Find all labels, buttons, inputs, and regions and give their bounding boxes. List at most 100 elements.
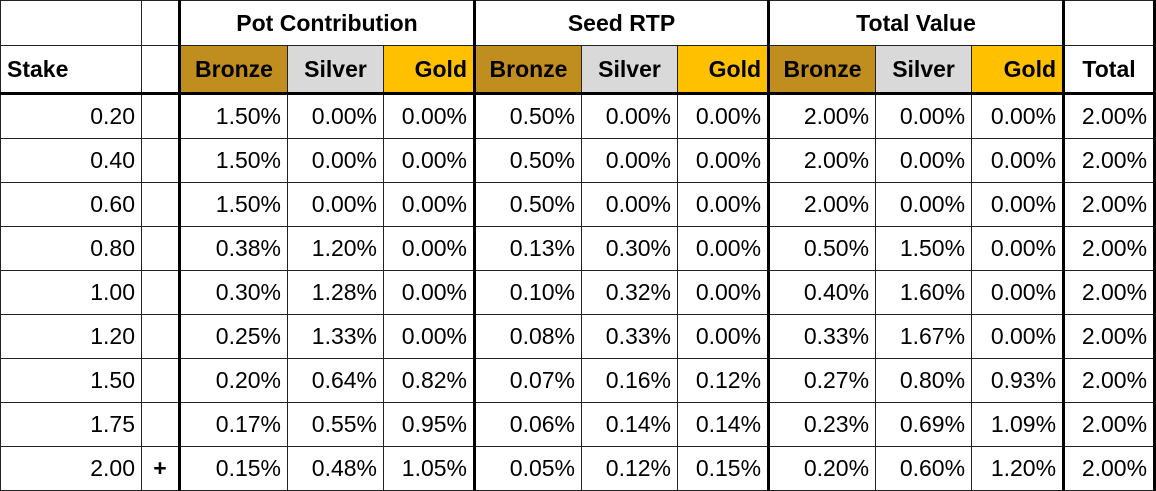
seed-rtp-bronze-cell: 0.05%	[473, 446, 582, 491]
total-cell: 2.00%	[1063, 226, 1156, 271]
tier-header-value-silver: Silver	[875, 45, 973, 95]
seed-rtp-gold-cell: 0.00%	[676, 270, 770, 315]
seed-rtp-gold-cell: 0.00%	[676, 138, 770, 183]
marker-cell	[141, 314, 180, 359]
seed-rtp-silver-cell: 0.30%	[581, 226, 678, 271]
tier-header-pot-silver: Silver	[287, 45, 384, 95]
total-value-silver-cell: 0.00%	[875, 138, 973, 183]
corner-cell	[0, 0, 142, 46]
pot-contribution-gold-cell: 0.82%	[383, 358, 475, 403]
tier-header-pot-bronze: Bronze	[178, 45, 288, 95]
marker-cell	[141, 226, 180, 271]
seed-rtp-silver-cell: 0.12%	[581, 446, 678, 491]
pot-contribution-silver-cell: 0.48%	[287, 446, 384, 491]
seed-rtp-bronze-cell: 0.06%	[473, 402, 582, 447]
table-row: 1.50 0.20% 0.64% 0.82% 0.07% 0.16% 0.12% 0.27% 0…	[0, 358, 1156, 403]
seed-rtp-silver-cell: 0.16%	[581, 358, 678, 403]
tier-header-seed-gold: Gold	[676, 45, 770, 95]
corner-cell	[1063, 0, 1156, 46]
marker-cell	[141, 270, 180, 315]
total-value-bronze-cell: 0.27%	[767, 358, 877, 403]
pot-contribution-silver-cell: 1.33%	[287, 314, 384, 359]
pot-contribution-bronze-cell: 0.17%	[178, 402, 288, 447]
seed-rtp-bronze-cell: 0.50%	[473, 138, 582, 183]
pot-contribution-gold-cell: 0.00%	[383, 182, 475, 227]
seed-rtp-gold-cell: 0.00%	[676, 226, 770, 271]
total-value-gold-cell: 0.00%	[971, 226, 1066, 271]
total-value-gold-cell: 0.00%	[971, 314, 1066, 359]
marker-cell	[141, 402, 180, 447]
pot-contribution-silver-cell: 1.28%	[287, 270, 384, 315]
stake-cell: 0.80	[0, 226, 142, 271]
pot-contribution-bronze-cell: 1.50%	[178, 138, 288, 183]
marker-cell	[141, 138, 180, 183]
pot-contribution-gold-cell: 1.05%	[383, 446, 475, 491]
total-cell: 2.00%	[1063, 138, 1156, 183]
total-value-bronze-cell: 2.00%	[767, 138, 877, 183]
marker-header	[141, 45, 180, 95]
seed-rtp-silver-cell: 0.00%	[581, 182, 678, 227]
pot-contribution-bronze-cell: 0.25%	[178, 314, 288, 359]
seed-rtp-gold-cell: 0.00%	[676, 93, 770, 139]
table-row: 1.75 0.17% 0.55% 0.95% 0.06% 0.14% 0.14% 0.23% 0…	[0, 402, 1156, 447]
stake-cell: 1.00	[0, 270, 142, 315]
group-header-seed-rtp: Seed RTP	[472, 0, 770, 46]
table-row: 2.00 +0.15% 0.48% 1.05% 0.05% 0.12% 0.15% 0.20%…	[0, 446, 1156, 491]
seed-rtp-gold-cell: 0.12%	[676, 358, 770, 403]
total-value-silver-cell: 0.80%	[875, 358, 973, 403]
tier-header-seed-silver: Silver	[581, 45, 678, 95]
total-value-silver-cell: 0.60%	[875, 446, 973, 491]
marker-cell	[141, 358, 180, 403]
total-value-silver-cell: 0.00%	[875, 182, 973, 227]
seed-rtp-silver-cell: 0.14%	[581, 402, 678, 447]
seed-rtp-bronze-cell: 0.50%	[473, 93, 582, 139]
marker-cell	[141, 93, 180, 139]
pot-contribution-gold-cell: 0.95%	[383, 402, 475, 447]
group-header-row: Pot Contribution Seed RTP Total Value	[0, 0, 1156, 46]
stake-cell: 0.60	[0, 182, 142, 227]
seed-rtp-gold-cell: 0.14%	[676, 402, 770, 447]
total-cell: 2.00%	[1063, 270, 1156, 315]
tier-header-value-gold: Gold	[971, 45, 1066, 95]
seed-rtp-bronze-cell: 0.08%	[473, 314, 582, 359]
total-value-silver-cell: 1.50%	[875, 226, 973, 271]
total-value-bronze-cell: 0.23%	[767, 402, 877, 447]
corner-cell	[141, 0, 180, 46]
pot-contribution-gold-cell: 0.00%	[383, 270, 475, 315]
pot-contribution-silver-cell: 0.00%	[287, 93, 384, 139]
stake-cell: 0.40	[0, 138, 142, 183]
total-value-gold-cell: 0.00%	[971, 138, 1066, 183]
total-value-bronze-cell: 0.40%	[767, 270, 877, 315]
pot-contribution-silver-cell: 0.00%	[287, 138, 384, 183]
seed-rtp-silver-cell: 0.00%	[581, 138, 678, 183]
total-cell: 2.00%	[1063, 182, 1156, 227]
total-header: Total	[1063, 45, 1156, 95]
pot-contribution-gold-cell: 0.00%	[383, 93, 475, 139]
total-value-silver-cell: 0.00%	[875, 93, 973, 139]
pot-contribution-bronze-cell: 1.50%	[178, 93, 288, 139]
stake-cell: 2.00	[0, 446, 142, 491]
total-value-silver-cell: 1.67%	[875, 314, 973, 359]
pot-contribution-bronze-cell: 0.38%	[178, 226, 288, 271]
stake-cell: 0.20	[0, 93, 142, 139]
pot-contribution-silver-cell: 1.20%	[287, 226, 384, 271]
pot-contribution-bronze-cell: 0.30%	[178, 270, 288, 315]
table-body: 0.20 1.50% 0.00% 0.00% 0.50% 0.00% 0.00% 2.00% 0…	[0, 93, 1156, 491]
pot-contribution-silver-cell: 0.00%	[287, 182, 384, 227]
table-row: 0.20 1.50% 0.00% 0.00% 0.50% 0.00% 0.00% 2.00% 0…	[0, 93, 1156, 139]
pot-contribution-bronze-cell: 0.20%	[178, 358, 288, 403]
total-value-silver-cell: 1.60%	[875, 270, 973, 315]
total-value-gold-cell: 0.93%	[971, 358, 1066, 403]
seed-rtp-bronze-cell: 0.10%	[473, 270, 582, 315]
total-value-bronze-cell: 0.50%	[767, 226, 877, 271]
marker-cell	[141, 182, 180, 227]
total-value-gold-cell: 0.00%	[971, 182, 1066, 227]
seed-rtp-gold-cell: 0.15%	[676, 446, 770, 491]
stake-cell: 1.20	[0, 314, 142, 359]
total-cell: 2.00%	[1063, 402, 1156, 447]
seed-rtp-bronze-cell: 0.13%	[473, 226, 582, 271]
pot-contribution-gold-cell: 0.00%	[383, 138, 475, 183]
total-value-bronze-cell: 0.20%	[767, 446, 877, 491]
table-row: 0.60 1.50% 0.00% 0.00% 0.50% 0.00% 0.00% 2.00% 0…	[0, 182, 1156, 227]
